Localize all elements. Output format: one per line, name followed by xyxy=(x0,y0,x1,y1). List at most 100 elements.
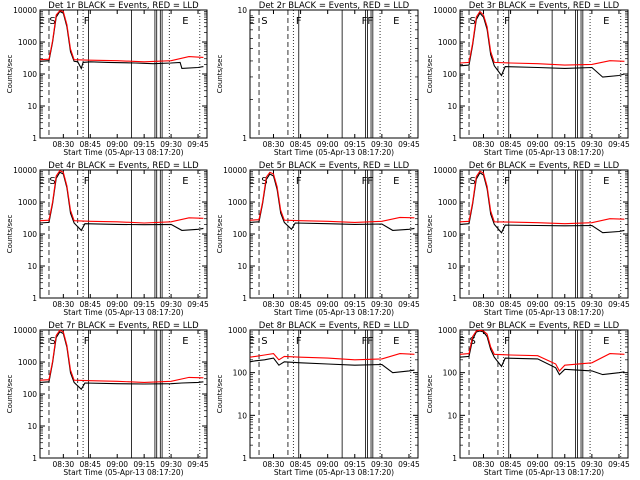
y-tick-label: 1000 xyxy=(228,326,247,335)
chart-title: Det 9r BLACK = Events, RED = LLD xyxy=(469,321,620,331)
y-tick-label: 10 xyxy=(27,102,37,111)
x-tick-label: 09:45 xyxy=(187,460,209,469)
x-tick-label: 09:15 xyxy=(344,140,366,149)
x-tick-label: 08:45 xyxy=(500,460,522,469)
y-tick-label: 1 xyxy=(32,454,37,463)
region-label: E xyxy=(182,16,188,27)
chart-panel-9: Det 9r BLACK = Events, RED = LLD Counts/s… xyxy=(426,321,630,477)
region-label: S xyxy=(49,176,55,187)
region-label: S xyxy=(469,176,475,187)
chart-title: Det 1r BLACK = Events, RED = LLD xyxy=(48,1,199,11)
lld-series-line xyxy=(249,353,415,361)
x-axis-label: Start Time (05-Apr-13 08:17:20) xyxy=(63,468,183,477)
lld-series-line xyxy=(459,10,625,66)
plot-frame xyxy=(39,169,208,299)
chart-panel-6: Det 6r BLACK = Events, RED = LLD Counts/s… xyxy=(426,161,630,317)
y-tick-label: 1 xyxy=(452,454,457,463)
x-tick-label: 09:30 xyxy=(371,140,393,149)
y-tick-label: 100 xyxy=(233,369,248,378)
y-tick-label: 1000 xyxy=(18,38,37,47)
y-axis-label: Counts/sec xyxy=(6,375,14,414)
y-tick-label: 10 xyxy=(237,411,247,420)
plot-frame xyxy=(459,329,629,459)
x-tick-label: 09:00 xyxy=(106,460,128,469)
events-series-line xyxy=(39,10,204,70)
region-label: E xyxy=(182,176,188,187)
x-tick-label: 09:15 xyxy=(554,460,576,469)
x-tick-label: 09:45 xyxy=(187,300,209,309)
x-tick-label: 09:15 xyxy=(344,460,366,469)
x-tick-label: 09:00 xyxy=(527,300,549,309)
x-tick-label: 09:00 xyxy=(106,300,128,309)
y-tick-label: 1000 xyxy=(18,198,37,207)
chart-panel-8: Det 8r BLACK = Events, RED = LLD Counts/s… xyxy=(216,321,420,477)
lld-series-line xyxy=(39,170,204,224)
region-label: F xyxy=(84,176,90,187)
x-tick-label: 09:45 xyxy=(398,300,420,309)
y-tick-label: 10000 xyxy=(433,166,457,175)
y-tick-label: 100 xyxy=(23,70,38,79)
region-label: F xyxy=(296,176,302,187)
chart-title: Det 6r BLACK = Events, RED = LLD xyxy=(469,161,620,171)
region-label: E xyxy=(39,176,45,187)
plot-frame xyxy=(249,169,419,299)
region-label: E xyxy=(393,16,399,27)
y-tick-label: 1 xyxy=(32,134,37,143)
y-tick-label: 1000 xyxy=(438,326,457,335)
x-tick-label: 09:45 xyxy=(608,460,630,469)
x-tick-label: 09:15 xyxy=(133,300,155,309)
y-tick-label: 100 xyxy=(233,230,248,239)
y-axis-label: Counts/sec xyxy=(426,375,434,414)
region-label: F xyxy=(296,16,302,27)
y-tick-label: 100 xyxy=(443,369,458,378)
x-tick-label: 09:30 xyxy=(160,300,182,309)
x-tick-label: 08:45 xyxy=(79,300,101,309)
region-label: E xyxy=(459,16,465,27)
x-tick-label: 08:45 xyxy=(79,140,101,149)
plot-frame xyxy=(459,169,629,299)
x-tick-label: 09:45 xyxy=(398,460,420,469)
y-tick-label: 100 xyxy=(443,230,458,239)
y-axis-label: Counts/sec xyxy=(216,375,224,414)
region-label: E xyxy=(249,176,255,187)
y-tick-label: 10000 xyxy=(13,166,37,175)
region-label: F xyxy=(504,176,510,187)
region-label: F xyxy=(504,336,510,347)
region-label: F xyxy=(504,16,510,27)
events-series-line xyxy=(459,330,625,376)
x-axis-label: Start Time (05-Apr-13 08:17:20) xyxy=(484,468,604,477)
x-tick-label: 09:30 xyxy=(581,300,603,309)
region-label: E xyxy=(249,336,255,347)
y-tick-label: 10 xyxy=(27,262,37,271)
x-tick-label: 09:30 xyxy=(160,460,182,469)
chart-panel-4: Det 4r BLACK = Events, RED = LLD Counts/s… xyxy=(6,161,209,317)
y-axis-label: Counts/sec xyxy=(6,215,14,254)
region-label: E xyxy=(39,336,45,347)
region-label: E xyxy=(603,336,609,347)
lld-series-line xyxy=(459,329,625,372)
x-tick-label: 09:15 xyxy=(554,300,576,309)
events-series-line xyxy=(459,172,625,234)
chart-title: Det 5r BLACK = Events, RED = LLD xyxy=(259,161,410,171)
x-tick-label: 08:45 xyxy=(79,460,101,469)
region-label: FF xyxy=(362,336,374,347)
lld-series-line xyxy=(39,329,204,383)
chart-title: Det 3r BLACK = Events, RED = LLD xyxy=(469,1,620,11)
y-tick-label: 1 xyxy=(32,294,37,303)
x-tick-label: 08:45 xyxy=(290,460,312,469)
x-tick-label: 08:30 xyxy=(53,300,75,309)
x-tick-label: 08:30 xyxy=(53,460,75,469)
region-label: F xyxy=(84,336,90,347)
x-axis-label: Start Time (05-Apr-13 08:17:20) xyxy=(484,308,604,317)
x-tick-label: 08:30 xyxy=(473,460,495,469)
lld-series-line xyxy=(39,10,204,63)
events-series-line xyxy=(249,357,415,374)
region-label: F xyxy=(296,336,302,347)
plot-frame xyxy=(249,9,419,139)
region-label: S xyxy=(49,336,55,347)
x-tick-label: 09:15 xyxy=(344,300,366,309)
y-tick-label: 1 xyxy=(242,134,247,143)
region-label: S xyxy=(261,16,267,27)
region-label: FF xyxy=(362,16,374,27)
